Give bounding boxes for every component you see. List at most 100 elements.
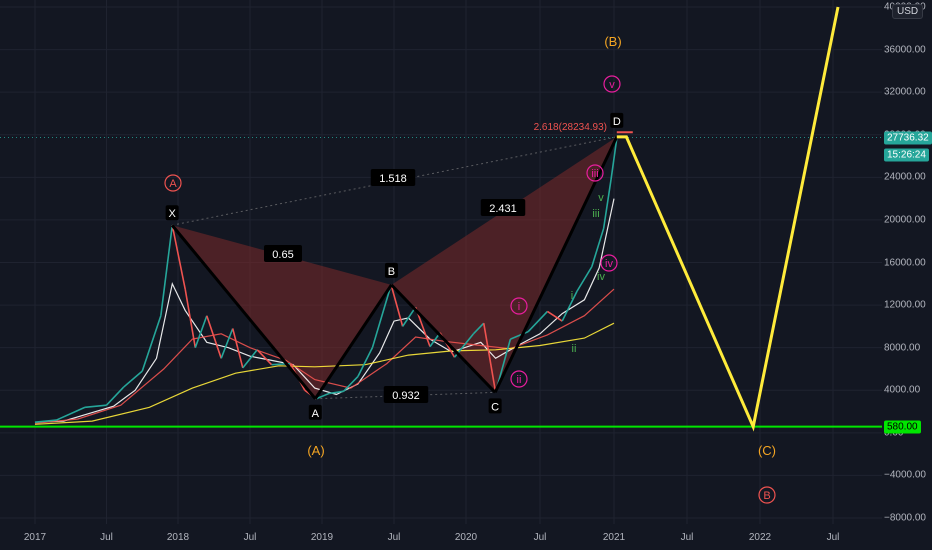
wave-circle-iii: iii [591, 168, 598, 180]
wave-circle-iv: iv [605, 258, 613, 270]
point-label-a-bg [308, 404, 322, 420]
price-segment [602, 179, 612, 229]
y-tick-label: 24000.00 [884, 171, 926, 183]
price-segment [591, 228, 605, 267]
time-axis[interactable] [0, 524, 882, 550]
ratio-label-2431: 2.431 [489, 203, 517, 215]
wave-circle-iv-ring [600, 254, 618, 272]
price-segment [34, 419, 57, 423]
point-label-c: C [491, 401, 499, 413]
x-tick-label: Jul [100, 532, 113, 543]
price-segment [315, 392, 330, 400]
wave-circle-v-ring [603, 75, 621, 93]
y-tick-label: 32000.00 [884, 86, 926, 98]
wave-label-primary-a: (A) [307, 443, 324, 458]
wave-circle-v: v [609, 79, 615, 91]
wave-circle-b: B [763, 490, 770, 502]
price-segment [220, 328, 234, 359]
pattern-leg [390, 283, 497, 394]
wave-circle-b-ring [758, 486, 776, 504]
price-segment [546, 310, 563, 322]
y-tick-label: 8000.00 [884, 342, 921, 354]
pattern-triangle-xab [172, 225, 392, 399]
point-label-c-bg [488, 398, 502, 414]
wave-minor-v: v [598, 192, 604, 204]
forecast-path [616, 6, 840, 432]
price-axis[interactable] [882, 0, 932, 524]
wave-minor-i: i [571, 290, 573, 302]
price-segment [527, 310, 548, 333]
point-label-a: A [312, 408, 320, 420]
price-segment [472, 322, 485, 335]
last-price-tag: 27736.32 [884, 131, 932, 145]
x-tick-label: 2019 [310, 532, 334, 543]
ratio-label-065: 0.65 [272, 249, 293, 261]
price-segment [56, 406, 86, 421]
price-segment [141, 315, 162, 372]
pattern-triangle-bcd [391, 136, 617, 393]
ratio-label-2431-bg [480, 199, 526, 216]
price-segment [242, 349, 258, 369]
x-tick-label: 2021 [602, 532, 626, 543]
price-segment [482, 323, 497, 393]
countdown-tag: 15:26:24 [884, 148, 929, 162]
moving-average-line [34, 198, 615, 423]
x-tick-label: Jul [533, 532, 547, 543]
x-tick-label: Jul [680, 532, 694, 543]
price-segment [160, 225, 174, 316]
y-tick-label: 36000.00 [884, 44, 926, 56]
moving-average-line [34, 322, 615, 425]
y-tick-label: 16000.00 [884, 257, 926, 268]
wave-circle-a-ring [164, 174, 182, 192]
price-segment [576, 266, 593, 292]
point-label-x-bg [165, 205, 179, 221]
price-segment [231, 328, 244, 369]
pattern-leg [170, 224, 317, 400]
ratio-label-0932-bg [383, 386, 429, 403]
currency-button[interactable]: USD [892, 4, 924, 19]
x-tick-label: 2017 [23, 532, 47, 543]
price-segment [343, 375, 359, 392]
price-segment [184, 288, 197, 348]
wave-circle-ii: ii [517, 374, 522, 386]
price-segment [610, 137, 618, 180]
ratio-label-1518-bg [370, 169, 416, 186]
price-segment [390, 284, 404, 327]
y-tick-label: 20000.00 [884, 214, 926, 226]
x-tick-label: 2020 [454, 532, 478, 543]
wave-minor-iii: iii [592, 208, 599, 220]
wave-label-primary-b: (B) [604, 34, 621, 49]
ratio-label-065-bg [264, 245, 302, 262]
x-tick-label: Jul [243, 532, 257, 543]
point-label-b: B [388, 266, 395, 278]
price-segment [194, 315, 208, 348]
price-segment [206, 315, 222, 359]
wave-minor-iv: iv [597, 271, 605, 283]
price-segment [371, 284, 392, 348]
y-tick-label: 12000.00 [884, 299, 926, 311]
point-label-b-bg [384, 262, 398, 278]
price-segment [105, 386, 125, 406]
wave-circle-a: A [169, 178, 177, 190]
price-segment [401, 306, 417, 327]
wave-circle-i: i [518, 301, 520, 313]
y-tick-label: −4000.00 [884, 469, 926, 481]
support-price-tag: 580.00 [884, 420, 921, 434]
price-segment [561, 290, 578, 322]
price-segment [123, 370, 143, 388]
x-tick-label: Jul [826, 532, 840, 543]
y-tick-label: 4000.00 [884, 384, 921, 396]
point-label-d: D [613, 116, 621, 128]
target-label: 2.618(28234.93) [534, 122, 607, 133]
x-tick-label: 2022 [748, 532, 772, 543]
y-tick-label: −8000.00 [884, 512, 926, 524]
wave-circle-ii-ring [510, 370, 528, 388]
wave-label-primary-c: (C) [758, 443, 776, 458]
price-segment [84, 404, 107, 409]
price-segment [510, 330, 529, 340]
wave-circle-iii-ring [586, 164, 604, 182]
ratio-label-1518: 1.518 [379, 173, 407, 185]
wave-circle-i-ring [510, 297, 528, 315]
